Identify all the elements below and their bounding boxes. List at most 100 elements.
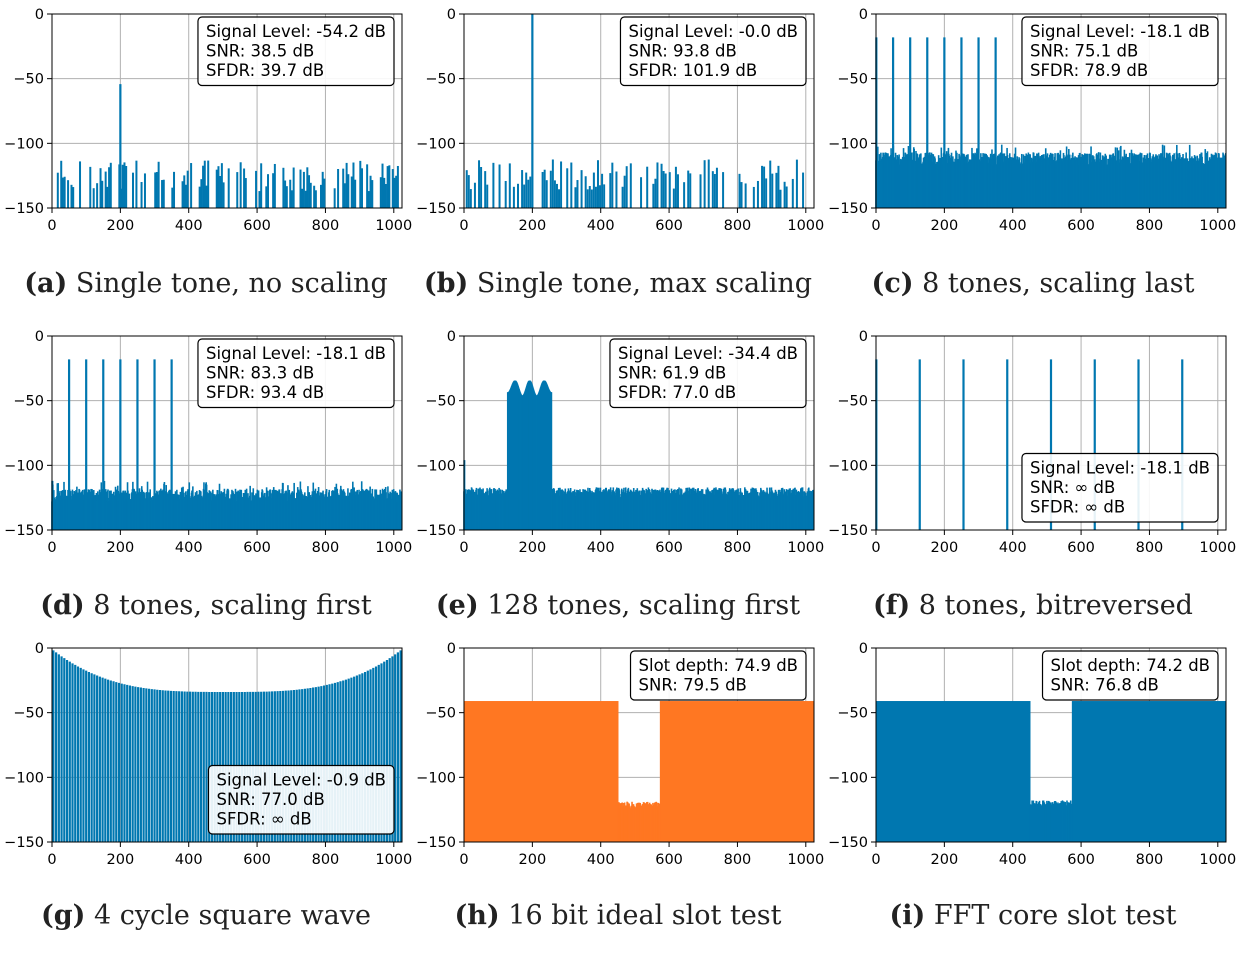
- y-tick-label: 0: [447, 641, 456, 657]
- info-line: SFDR: ∞ dB: [1030, 498, 1125, 517]
- chart-a: 0 200 400 600 800 1000 0 −50 −100 −150 Signal Leve…: [4, 7, 412, 234]
- y-tick-label: −50: [837, 706, 868, 722]
- y-tick-label: −50: [837, 72, 868, 88]
- caption-text: 128 tones, scaling first: [487, 590, 801, 621]
- panel-e: 0 200 400 600 800 1000 0 −50 −100 −150 Signal Leve…: [412, 322, 824, 634]
- caption-f: (f) 8 tones, bitreversed: [824, 590, 1242, 621]
- info-line: SFDR: 101.9 dB: [628, 61, 757, 80]
- y-tick-label: −100: [4, 770, 44, 786]
- y-tick-label: −150: [828, 835, 868, 851]
- info-line: SFDR: 39.7 dB: [206, 61, 324, 80]
- info-line: Signal Level: -0.9 dB: [216, 771, 386, 790]
- y-tick-label: −150: [828, 523, 868, 539]
- info-line: SFDR: 93.4 dB: [206, 383, 324, 402]
- y-tick-label: 0: [35, 7, 44, 23]
- y-tick-label: −50: [425, 394, 456, 410]
- x-tick-label: 0: [871, 540, 880, 556]
- x-tick-label: 600: [655, 852, 683, 868]
- chart-h: 0 200 400 600 800 1000 0 −50 −100 −150 Slot depth:…: [416, 641, 824, 868]
- x-tick-label: 0: [459, 540, 468, 556]
- caption-label: (d): [40, 590, 85, 621]
- caption-a: (a) Single tone, no scaling: [0, 268, 412, 299]
- y-tick-label: −150: [4, 835, 44, 851]
- x-tick-label: 1000: [787, 540, 824, 556]
- x-tick-label: 1000: [375, 218, 412, 234]
- x-tick-label: 800: [1136, 540, 1164, 556]
- y-tick-label: −150: [416, 835, 456, 851]
- y-tick-label: −50: [13, 72, 44, 88]
- caption-text: 8 tones, bitreversed: [918, 590, 1193, 621]
- x-tick-label: 400: [999, 540, 1027, 556]
- caption-e: (e) 128 tones, scaling first: [412, 590, 824, 621]
- info-line: SNR: 83.3 dB: [206, 364, 314, 383]
- x-tick-label: 600: [243, 218, 271, 234]
- info-line: SNR: ∞ dB: [1030, 478, 1115, 497]
- y-tick-label: −100: [828, 770, 868, 786]
- axes-frame: [875, 13, 1227, 209]
- x-tick-label: 0: [459, 852, 468, 868]
- y-tick-label: −150: [4, 523, 44, 539]
- info-line: SNR: 93.8 dB: [628, 42, 736, 61]
- y-tick-label: −150: [416, 201, 456, 217]
- slot-fill-right: [1071, 701, 1226, 842]
- caption-label: (h): [454, 900, 500, 931]
- caption-b: (b) Single tone, max scaling: [412, 268, 824, 299]
- info-line: Slot depth: 74.9 dB: [639, 656, 798, 675]
- slot-fill-right: [659, 701, 814, 842]
- axes-frame: [51, 335, 403, 531]
- x-tick-label: 0: [459, 218, 468, 234]
- chart-c: 0 200 400 600 800 1000 0 −50 −100 −150 Signal Leve…: [828, 7, 1236, 234]
- panel-f: 0 200 400 600 800 1000 0 −50 −100 −150 Signal Leve…: [824, 322, 1242, 634]
- x-tick-label: 800: [724, 852, 752, 868]
- caption-text: 16 bit ideal slot test: [508, 900, 782, 931]
- x-tick-label: 1000: [787, 218, 824, 234]
- x-tick-label: 400: [587, 540, 615, 556]
- panel-b: 0 200 400 600 800 1000 0 −50 −100 −150 Signal Leve…: [412, 0, 824, 322]
- x-tick-label: 1000: [1199, 218, 1236, 234]
- x-tick-label: 200: [519, 540, 547, 556]
- y-tick-label: 0: [447, 7, 456, 23]
- axes-frame: [463, 13, 815, 209]
- panel-a: 0 200 400 600 800 1000 0 −50 −100 −150 Signal Leve…: [0, 0, 412, 322]
- y-tick-label: −100: [4, 136, 44, 152]
- x-tick-label: 200: [931, 852, 959, 868]
- chart-d: 0 200 400 600 800 1000 0 −50 −100 −150 Signal Leve…: [4, 329, 412, 556]
- info-line: SNR: 77.0 dB: [216, 790, 324, 809]
- x-tick-label: 600: [243, 852, 271, 868]
- x-tick-label: 600: [655, 218, 683, 234]
- y-tick-label: 0: [859, 641, 868, 657]
- caption-i: (i) FFT core slot test: [824, 900, 1242, 931]
- x-tick-label: 0: [47, 540, 56, 556]
- info-line: SNR: 75.1 dB: [1030, 42, 1138, 61]
- x-tick-label: 0: [47, 218, 56, 234]
- x-tick-label: 400: [175, 540, 203, 556]
- y-tick-label: −50: [425, 72, 456, 88]
- x-tick-label: 1000: [787, 852, 824, 868]
- info-line: SFDR: 77.0 dB: [618, 383, 736, 402]
- info-line: SNR: 61.9 dB: [618, 364, 726, 383]
- x-tick-label: 200: [519, 852, 547, 868]
- x-tick-label: 800: [312, 540, 340, 556]
- x-tick-label: 1000: [375, 540, 412, 556]
- slot-fill-left: [876, 701, 1031, 842]
- x-tick-label: 400: [587, 852, 615, 868]
- series-a: [56, 84, 399, 208]
- y-tick-label: −100: [416, 136, 456, 152]
- x-tick-label: 800: [312, 852, 340, 868]
- y-tick-label: −150: [4, 201, 44, 217]
- panel-c: 0 200 400 600 800 1000 0 −50 −100 −150 Signal Leve…: [824, 0, 1242, 322]
- x-tick-label: 600: [1067, 852, 1095, 868]
- x-tick-label: 200: [107, 852, 135, 868]
- x-tick-label: 400: [175, 852, 203, 868]
- series-e: [463, 380, 815, 530]
- y-tick-label: −150: [828, 201, 868, 217]
- y-tick-label: 0: [35, 641, 44, 657]
- info-line: Signal Level: -34.4 dB: [618, 344, 798, 363]
- series-h: [464, 701, 814, 842]
